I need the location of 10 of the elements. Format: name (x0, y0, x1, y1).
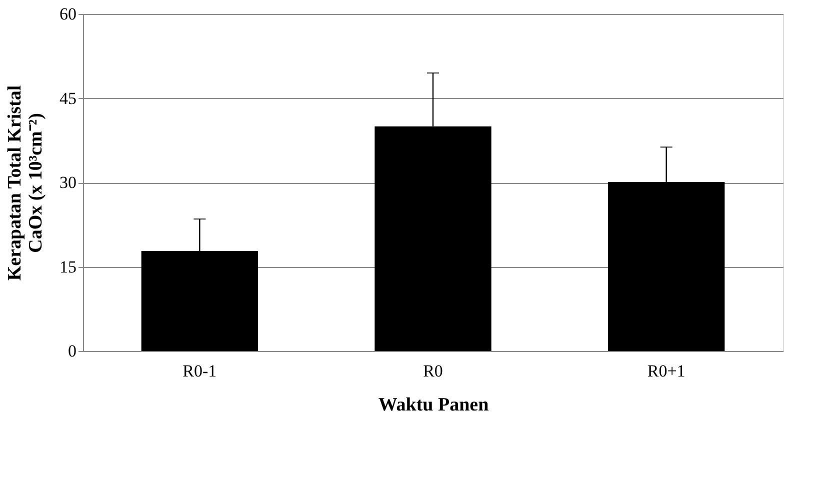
x-axis-title: Waktu Panen (378, 394, 490, 416)
y-tick-label: 15 (60, 257, 76, 276)
x-tick-label: R0-1 (182, 362, 217, 380)
y-tick-label: 60 (60, 4, 76, 24)
y-tick-label: 45 (60, 88, 76, 108)
y-tick-label: 0 (68, 342, 76, 360)
y-tick-label: 30 (60, 173, 76, 192)
x-tick-label: R0 (423, 362, 443, 380)
y-axis-title: Kerapatan Total Kristal CaOx (x 10³cm⁻²) (4, 85, 46, 281)
x-tick-label: R0+1 (647, 362, 686, 380)
